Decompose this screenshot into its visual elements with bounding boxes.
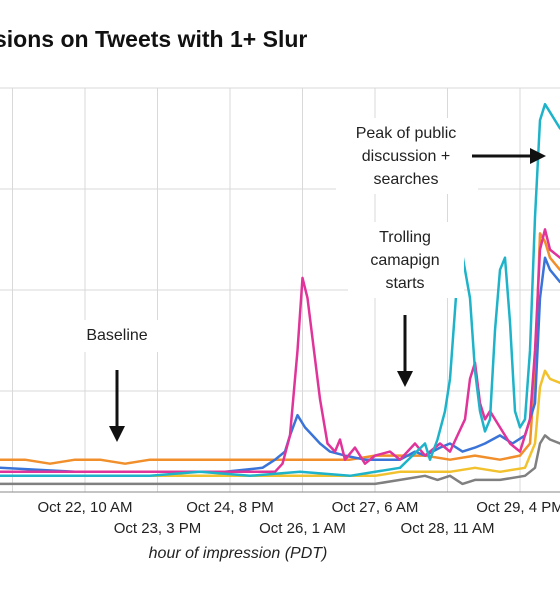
annotation-arrow-head xyxy=(109,426,125,442)
annotation-text: Trolling xyxy=(379,229,431,246)
x-tick-label: Oct 23, 3 PM xyxy=(114,520,202,537)
annotation-arrow-head xyxy=(530,148,546,164)
annotation-text: Baseline xyxy=(86,327,147,344)
x-tick-labels: Oct 22, 10 AM Oct 24, 8 PM Oct 27, 6 AM Oct… xyxy=(37,499,560,537)
x-tick-label: Oct 22, 10 AM xyxy=(37,499,132,516)
x-axis-title: hour of impression (PDT) xyxy=(149,545,328,562)
x-tick-label: Oct 24, 8 PM xyxy=(186,499,274,516)
series-line-blue xyxy=(0,256,560,474)
annotation-bg xyxy=(64,320,172,352)
annotation-arrow-head xyxy=(397,371,413,387)
chart-title: sions on Tweets with 1+ Slur xyxy=(0,26,308,52)
annotation-text: camapign xyxy=(370,252,439,269)
series-line-gray xyxy=(0,434,560,486)
x-tick-label: Oct 27, 6 AM xyxy=(332,499,419,516)
x-tick-label: Oct 28, 11 AM xyxy=(401,520,495,537)
annotation-text: starts xyxy=(385,275,424,292)
series-line-teal xyxy=(0,102,560,478)
x-tick-label: Oct 29, 4 PM xyxy=(476,499,560,516)
annotation-bg xyxy=(348,222,464,298)
series-group xyxy=(0,102,560,486)
x-tick-label: Oct 26, 1 AM xyxy=(259,520,346,537)
annotation-text: searches xyxy=(374,171,439,188)
annotations: Baseline Trolling camapign starts Peak of pu… xyxy=(64,118,546,442)
annotation-text: Peak of public xyxy=(356,125,457,142)
series-line-magenta xyxy=(0,228,560,474)
annotation-text: discussion + xyxy=(362,148,451,165)
annotation-bg xyxy=(336,118,478,194)
